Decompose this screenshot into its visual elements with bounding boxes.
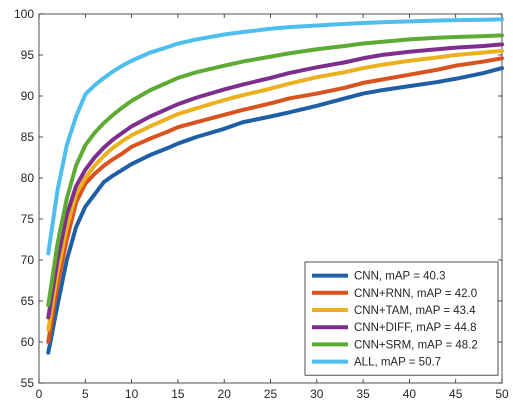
series-line-3 [46, 42, 504, 320]
x-tick-label: 30 [310, 387, 324, 401]
x-tick-label: 45 [449, 387, 463, 401]
x-tick-label: 5 [82, 387, 89, 401]
y-tick-label: 65 [21, 294, 35, 308]
series-line-1 [46, 56, 504, 344]
x-tick-label: 20 [218, 387, 232, 401]
y-tick-label: 95 [21, 48, 35, 62]
legend-label-4: CNN+SRM, mAP = 48.2 [354, 339, 478, 351]
x-axis: 0 5 10 15 20 25 30 35 40 45 50 [36, 14, 509, 401]
x-tick-label: 15 [171, 387, 185, 401]
x-tick-label: 40 [403, 387, 417, 401]
y-tick-label: 100 [14, 7, 34, 21]
series-lines [46, 17, 504, 355]
series-line-5 [46, 17, 504, 256]
x-tick-label: 25 [264, 387, 278, 401]
y-tick-label: 85 [21, 130, 35, 144]
legend: CNN, mAP = 40.3 CNN+RNN, mAP = 42.0 CNN+TA… [304, 261, 499, 376]
y-tick-label: 80 [21, 171, 35, 185]
x-tick-label: 10 [125, 387, 139, 401]
y-tick-label: 75 [21, 212, 35, 226]
legend-label-5: ALL, mAP = 50.7 [354, 357, 441, 369]
y-tick-label: 90 [21, 89, 35, 103]
y-tick-label: 55 [21, 376, 35, 390]
series-line-0 [46, 66, 504, 355]
y-tick-label: 70 [21, 253, 35, 267]
series-line-4 [46, 33, 504, 308]
x-tick-label: 35 [356, 387, 370, 401]
y-axis: 55 60 65 70 75 80 85 90 95 100 [14, 7, 502, 390]
x-tick-label: 0 [36, 387, 43, 401]
legend-label-1: CNN+RNN, mAP = 42.0 [354, 288, 477, 300]
series-line-2 [46, 48, 504, 332]
y-tick-label: 60 [21, 335, 35, 349]
legend-box [304, 261, 499, 376]
x-tick-label: 50 [495, 387, 509, 401]
legend-label-0: CNN, mAP = 40.3 [354, 271, 446, 283]
legend-label-3: CNN+DIFF, mAP = 44.8 [354, 322, 477, 334]
legend-label-2: CNN+TAM, mAP = 43.4 [354, 305, 476, 317]
